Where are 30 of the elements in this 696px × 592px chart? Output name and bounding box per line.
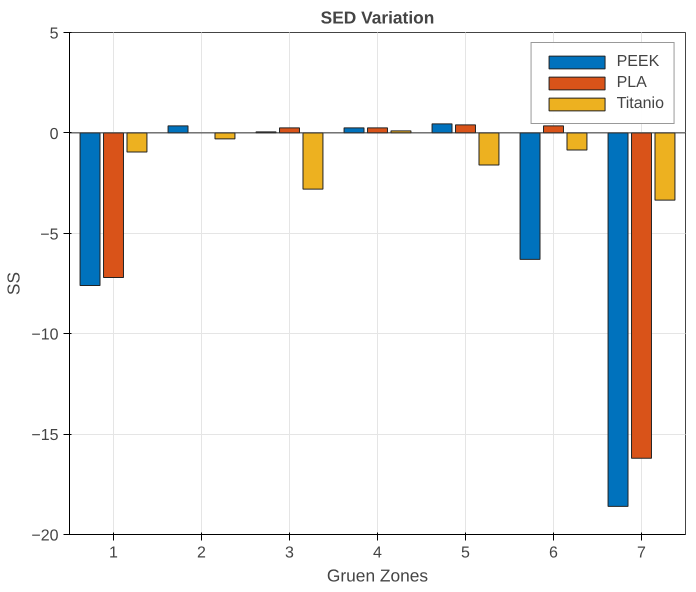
- bar: [631, 132, 652, 459]
- bar: [103, 132, 124, 278]
- bar: [608, 132, 629, 507]
- bar: [302, 132, 324, 190]
- bar: [432, 123, 453, 134]
- x-tick-label: 3: [285, 544, 294, 562]
- bar: [654, 132, 676, 201]
- y-axis-title: SS: [3, 272, 24, 296]
- y-tick-label: −10: [31, 326, 59, 344]
- x-tick-label: 4: [373, 544, 382, 562]
- bar: [520, 132, 541, 260]
- bar: [478, 132, 500, 166]
- bar: [126, 132, 148, 152]
- legend-label: PEEK: [616, 53, 660, 71]
- x-axis-title: Gruen Zones: [326, 566, 428, 586]
- legend-label: Titanio: [616, 95, 664, 113]
- x-tick-label: 2: [197, 544, 206, 562]
- y-tick-label: −15: [31, 427, 59, 444]
- x-tick-label: 6: [549, 544, 558, 562]
- y-tick-label: 0: [50, 126, 59, 143]
- y-tick-label: 5: [50, 26, 59, 42]
- bar: [80, 132, 101, 286]
- x-tick-label: 5: [461, 544, 470, 562]
- legend-label: PLA: [616, 74, 647, 92]
- y-tick-label: −20: [31, 528, 59, 544]
- x-tick-label: 7: [637, 544, 646, 562]
- bar: [566, 132, 588, 150]
- chart-title: SED Variation: [320, 8, 434, 28]
- x-tick-label: 1: [109, 544, 118, 562]
- y-tick-label: −5: [40, 226, 59, 244]
